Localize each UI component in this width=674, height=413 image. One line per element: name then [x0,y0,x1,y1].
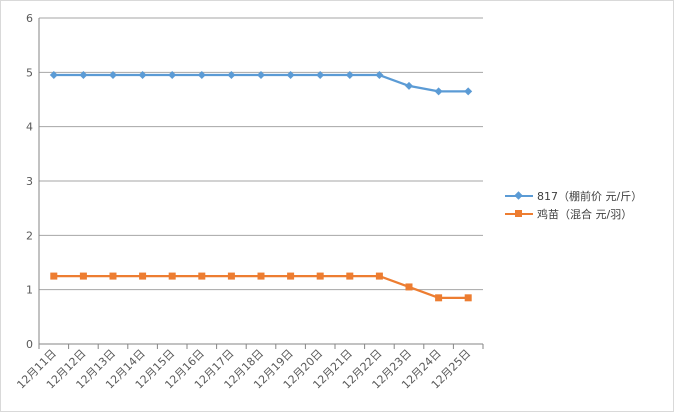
data-point-series-1 [168,71,177,80]
y-tick-label: 3 [26,175,33,188]
legend: 817（棚前价 元/斤） 鸡苗（混合 元/羽） [505,187,642,223]
data-point-series-1 [316,71,325,80]
data-point-series-2 [405,283,413,291]
legend-item-series-2: 鸡苗（混合 元/羽） [505,205,642,223]
y-tick-label: 1 [26,284,33,297]
x-axis-tick-labels: 12月11日12月12日12月13日12月14日12月15日12月16日12月1… [14,347,473,392]
data-point-series-1 [405,81,413,90]
data-point-series-1 [434,87,443,96]
gridlines [39,17,483,291]
data-point-series-2 [139,272,147,280]
data-point-series-1 [138,71,147,80]
data-point-series-1 [345,71,354,80]
data-point-series-1 [286,71,295,80]
data-point-series-1 [464,87,473,96]
legend-diamond-marker-icon [505,190,533,202]
data-point-series-2 [464,294,472,302]
y-tick-label: 2 [26,229,33,242]
legend-square-marker-icon [505,208,533,220]
y-tick-label: 5 [26,66,33,79]
data-point-series-2 [435,294,443,302]
data-point-series-2 [346,272,354,280]
data-point-series-2 [257,272,265,280]
data-point-series-1 [197,71,206,80]
legend-label-series-2: 鸡苗（混合 元/羽） [537,208,633,221]
data-point-series-2 [227,272,235,280]
data-point-series-1 [109,71,117,80]
y-tick-label: 0 [26,338,33,351]
series-lines [49,71,473,302]
data-point-series-1 [79,71,88,80]
data-point-series-2 [198,272,206,280]
data-point-series-2 [316,272,324,280]
data-point-series-1 [227,71,236,80]
y-tick-label: 4 [26,121,33,134]
data-point-series-2 [287,272,295,280]
data-point-series-1 [375,71,384,80]
data-point-series-2 [168,272,176,280]
y-axis-tick-labels: 0 1 2 3 4 5 6 [26,12,33,351]
legend-item-series-1: 817（棚前价 元/斤） [505,187,642,205]
axes [38,18,484,349]
data-point-series-2 [50,272,58,280]
legend-label-series-1: 817（棚前价 元/斤） [537,190,643,203]
data-point-series-1 [49,71,58,80]
y-tick-label: 6 [26,12,33,25]
data-point-series-2 [109,272,117,280]
data-point-series-2 [375,272,383,280]
data-point-series-2 [79,272,87,280]
data-point-series-1 [257,71,265,80]
